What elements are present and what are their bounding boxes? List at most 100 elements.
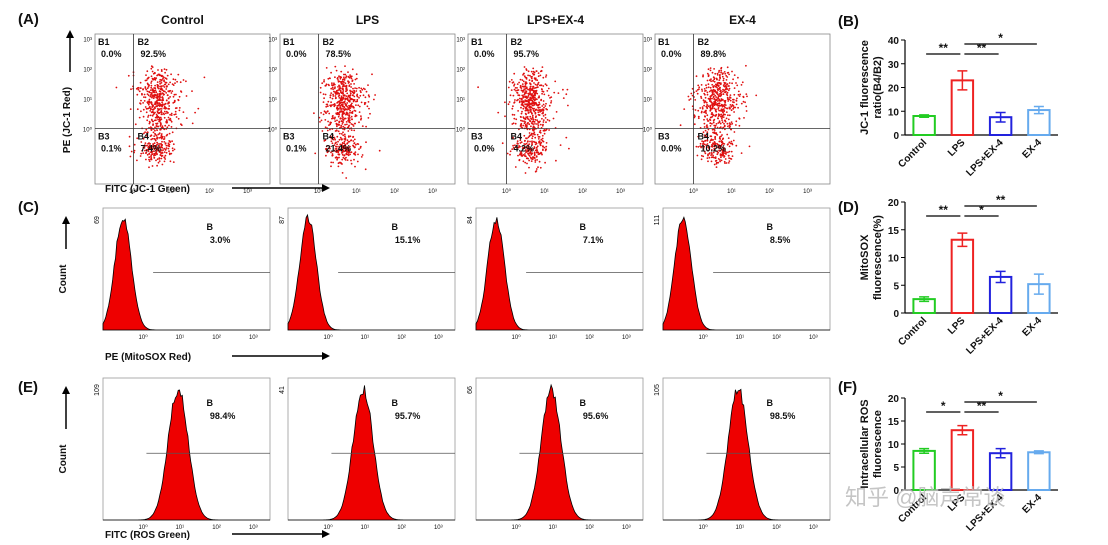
event-dot xyxy=(536,92,539,95)
event-dot xyxy=(342,93,344,95)
y-tick-label: 10³ xyxy=(456,38,465,44)
event-dot xyxy=(160,157,163,160)
event-dot xyxy=(557,92,560,94)
event-dot xyxy=(179,81,182,84)
event-dot xyxy=(336,145,338,148)
gate-name: B3 xyxy=(471,132,483,142)
event-dot xyxy=(151,165,154,167)
event-dot xyxy=(723,100,726,102)
gate-name: B1 xyxy=(283,37,295,47)
event-dot xyxy=(158,157,161,159)
column-title: EX-4 xyxy=(729,13,756,27)
error-bar xyxy=(995,447,1006,459)
event-dot xyxy=(511,107,514,110)
event-dot xyxy=(718,87,721,89)
event-dot xyxy=(524,83,527,86)
event-dot xyxy=(542,123,544,126)
event-dot xyxy=(147,116,149,118)
event-dot xyxy=(532,126,535,129)
event-dot xyxy=(172,95,175,98)
event-dot xyxy=(358,111,361,113)
event-dot xyxy=(163,80,166,83)
event-dot xyxy=(536,119,538,122)
event-dot xyxy=(344,82,347,85)
event-dot xyxy=(328,112,331,115)
event-dot xyxy=(533,82,535,84)
event-dot xyxy=(510,79,513,81)
event-dot xyxy=(712,102,715,105)
event-dot xyxy=(721,104,723,106)
event-dot xyxy=(532,73,535,76)
event-dot xyxy=(339,107,342,109)
event-dot xyxy=(159,90,162,93)
event-dot xyxy=(356,95,359,98)
event-dot xyxy=(343,81,345,83)
event-dot xyxy=(697,84,700,87)
event-dot xyxy=(167,144,170,147)
event-dot xyxy=(161,89,164,92)
event-dot xyxy=(373,98,375,101)
event-dot xyxy=(728,98,731,100)
event-dot xyxy=(148,158,150,161)
event-dot xyxy=(340,143,343,146)
event-dot xyxy=(728,82,731,84)
event-dot xyxy=(716,93,719,96)
max-count: 111 xyxy=(654,215,661,226)
event-dot xyxy=(360,156,363,158)
x-tick-label: 10⁰ xyxy=(512,334,522,341)
event-dot xyxy=(521,110,523,113)
event-dot xyxy=(735,120,738,123)
event-dot xyxy=(153,77,156,79)
event-dot xyxy=(530,70,533,73)
event-dot xyxy=(344,95,346,97)
event-dot xyxy=(165,85,168,88)
event-dot xyxy=(540,99,542,102)
event-dot xyxy=(697,115,700,118)
event-dot xyxy=(704,152,707,155)
event-dot xyxy=(527,104,530,106)
event-dot xyxy=(353,152,356,155)
event-dot xyxy=(153,142,156,145)
event-dot xyxy=(534,111,537,114)
event-dot xyxy=(540,70,543,72)
y-tick-label: 0 xyxy=(893,486,899,497)
event-dot xyxy=(521,79,524,81)
event-dot xyxy=(159,80,161,83)
event-dot xyxy=(529,74,531,77)
event-dot xyxy=(147,76,150,79)
event-dot xyxy=(353,83,355,85)
event-dot xyxy=(346,105,348,108)
event-dot xyxy=(519,84,522,87)
event-dot xyxy=(529,93,531,96)
event-dot xyxy=(543,106,545,109)
x-tick-label: 10³ xyxy=(249,525,258,531)
event-dot xyxy=(154,138,157,141)
event-dot xyxy=(705,105,708,108)
y-tick-label: 15 xyxy=(888,226,900,237)
event-dot xyxy=(322,113,325,116)
event-dot xyxy=(351,110,354,113)
event-dot xyxy=(156,122,159,125)
histogram xyxy=(475,217,643,331)
event-dot xyxy=(346,159,349,162)
gate-name: B xyxy=(580,398,587,408)
event-dot xyxy=(524,161,527,164)
event-dot xyxy=(155,91,158,94)
event-dot xyxy=(529,87,532,90)
bar xyxy=(912,115,936,136)
event-dot xyxy=(349,109,351,112)
event-dot xyxy=(526,104,529,107)
event-dot xyxy=(170,126,173,128)
event-dot xyxy=(336,92,339,95)
event-dot xyxy=(525,116,527,118)
event-dot xyxy=(180,91,183,93)
event-dot xyxy=(345,76,347,79)
event-dot xyxy=(328,84,330,87)
event-dot xyxy=(520,106,522,109)
event-dot xyxy=(166,112,169,114)
event-dot xyxy=(339,136,342,139)
event-dot xyxy=(150,134,153,137)
event-dot xyxy=(534,83,537,86)
event-dot xyxy=(148,91,151,94)
event-dot xyxy=(343,145,345,147)
